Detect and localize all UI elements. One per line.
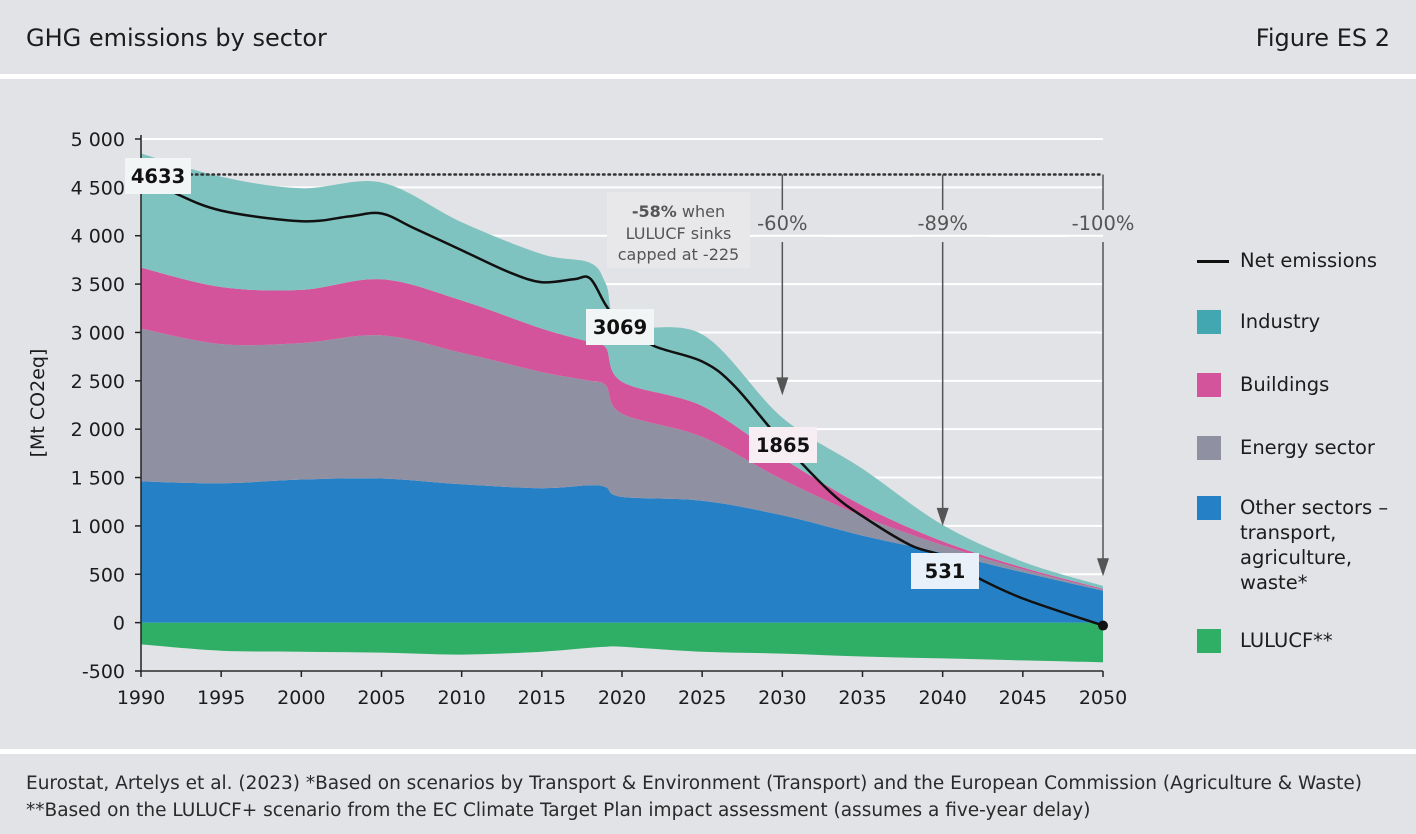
x-tick-label-2050: 2050 [1079, 687, 1127, 709]
legend-item-buildings: Buildings [1197, 372, 1329, 397]
value-label-2030: 1865 [756, 434, 810, 457]
value-box-2030 [749, 427, 817, 463]
legend-item-other-sectors: Other sectors – transport, agriculture, … [1197, 495, 1397, 595]
legend-item-energy-sector: Energy sector [1197, 435, 1375, 460]
y-tick-label-1000: 1 000 [71, 516, 125, 538]
legend-item-industry: Industry [1197, 309, 1320, 334]
y-tick-label-3000: 3 000 [71, 322, 125, 344]
legend-label-industry: Industry [1240, 310, 1321, 333]
legend-swatch-lulucf [1197, 629, 1221, 653]
y-tick-label-4500: 4 500 [71, 177, 125, 199]
y-tick-label-2000: 2 000 [71, 419, 125, 441]
header-divider [0, 74, 1416, 79]
y-axis-label: [Mt CO2eq] [27, 349, 49, 458]
area-other [141, 478, 1103, 623]
y-tick-label-2500: 2 500 [71, 371, 125, 393]
y-tick-label-3500: 3 500 [71, 274, 125, 296]
legend-label-other-sectors: Other sectors – transport, agriculture, … [1240, 496, 1389, 594]
y-tick-label-4000: 4 000 [71, 226, 125, 248]
value-box-2040 [911, 553, 979, 589]
legend-swatch-industry [1197, 310, 1221, 334]
note-bold-value: -58% [632, 202, 677, 221]
reduction-arrowhead-2050 [1097, 558, 1109, 577]
x-tick-label-2010: 2010 [437, 687, 485, 709]
note-when: when [677, 202, 725, 221]
source-note: Eurostat, Artelys et al. (2023) *Based o… [26, 770, 1362, 824]
note-line-3: capped at -225 [618, 245, 739, 264]
value-box-1990 [125, 158, 191, 194]
value-label-2040: 531 [925, 560, 966, 583]
area-buildings [141, 267, 1103, 590]
area-energy [141, 328, 1103, 591]
legend-label-net-emissions: Net emissions [1240, 249, 1378, 272]
x-tick-label-1995: 1995 [197, 687, 245, 709]
legend-swatch-energy-sector [1197, 436, 1221, 460]
y-tick-label--500: -500 [82, 661, 125, 683]
reduction-label-2040: -89% [917, 212, 967, 235]
net-emissions-line [140, 173, 1104, 627]
x-tick-label-2035: 2035 [838, 687, 886, 709]
reduction-label-2030: -60% [757, 212, 807, 235]
area-industry [141, 153, 1103, 589]
reduction-label-2050: -100% [1072, 212, 1135, 235]
y-tick-label-500: 500 [89, 564, 125, 586]
y-tick-label-0: 0 [113, 613, 125, 635]
net-emissions-endpoint [1098, 620, 1108, 631]
reduction-arrowhead-2030 [776, 377, 789, 396]
legend-label-lulucf: LULUCF** [1240, 629, 1333, 652]
x-tick-label-2040: 2040 [918, 687, 966, 709]
note-line-2: LULUCF sinks [626, 224, 732, 243]
x-tick-label-2030: 2030 [758, 687, 806, 709]
legend-swatch-other-sectors [1197, 496, 1221, 520]
reduction-arrowhead-2040 [936, 507, 949, 526]
footer-divider [0, 749, 1416, 754]
area-lulucf [141, 622, 1103, 663]
legend-swatch-buildings [1197, 373, 1221, 397]
value-box-2020 [586, 309, 654, 345]
x-tick-label-2015: 2015 [518, 687, 566, 709]
x-tick-label-2045: 2045 [999, 687, 1047, 709]
value-label-2020: 3069 [593, 316, 647, 339]
source-note-line-1: Eurostat, Artelys et al. (2023) *Based o… [26, 773, 1362, 794]
legend-line-net-emissions [1197, 260, 1229, 263]
note-line-1: -58% when [632, 202, 725, 221]
y-tick-label-1500: 1 500 [71, 468, 125, 490]
note-box [607, 192, 750, 268]
x-tick-label-1990: 1990 [117, 687, 165, 709]
legend-item-net-emissions: Net emissions [1197, 248, 1377, 273]
x-tick-label-2005: 2005 [357, 687, 405, 709]
value-label-1990: 4633 [131, 165, 185, 188]
x-tick-label-2000: 2000 [277, 687, 325, 709]
chart-title: GHG emissions by sector [26, 24, 327, 52]
figure-label: Figure ES 2 [1255, 24, 1390, 52]
legend-label-buildings: Buildings [1240, 373, 1330, 396]
y-tick-label-5000: 5 000 [71, 129, 125, 151]
source-note-line-2: **Based on the LULUCF+ scenario from the… [26, 800, 1091, 821]
header: GHG emissions by sector Figure ES 2 [0, 0, 1416, 74]
legend-label-energy-sector: Energy sector [1240, 436, 1375, 459]
legend-item-lulucf: LULUCF** [1197, 628, 1333, 653]
x-tick-label-2020: 2020 [598, 687, 646, 709]
x-tick-label-2025: 2025 [678, 687, 726, 709]
